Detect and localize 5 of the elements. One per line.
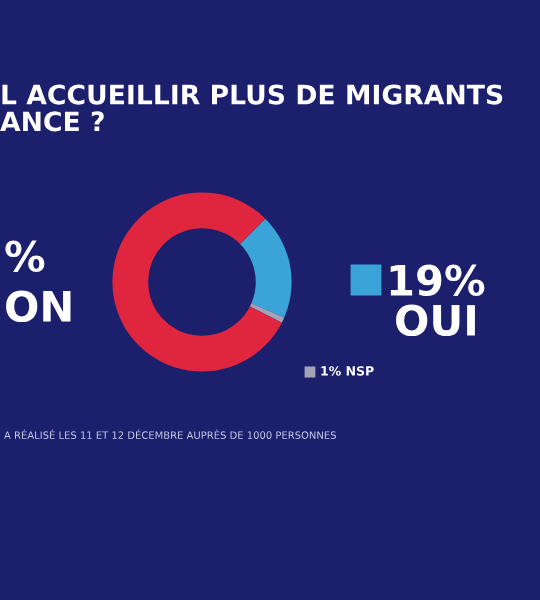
data-label: % [5,240,45,273]
chart-title: L ACCUEILLIR PLUS DE MIGRANTS ANCE ? [0,84,503,132]
slice-label: ON [6,290,71,323]
slice-label: OUI [396,304,475,337]
data-label: 19% [390,264,485,297]
